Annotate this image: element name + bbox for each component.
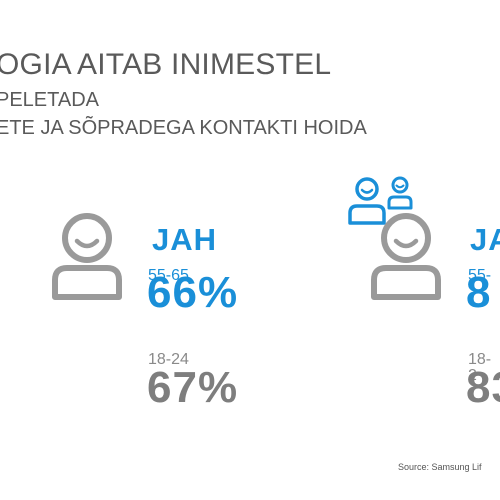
heading-line-2: PELETADA [0,89,99,111]
percent-value: 8 [466,268,492,317]
percent-value: 67% [147,363,239,412]
person-icon [48,210,126,300]
heading-line-1: OGIA AITAB INIMESTEL [0,48,332,81]
group-icon [346,175,418,227]
person-icon [367,210,445,300]
answer-yes-label: JA [470,222,500,257]
percent-value: 66% [147,268,239,317]
age-group-label: 18-24 [148,351,189,368]
age-group-label: 55- [468,267,492,284]
heading-line-3: ETE JA SÕPRADEGA KONTAKTI HOIDA [0,117,367,139]
answer-yes-label: JAH [152,222,218,257]
percent-value: 83 [466,363,500,412]
age-group-label: 18-2 [468,351,492,384]
source-note: Source: Samsung Lif [398,462,482,472]
age-group-label: 55-65 [148,267,189,284]
